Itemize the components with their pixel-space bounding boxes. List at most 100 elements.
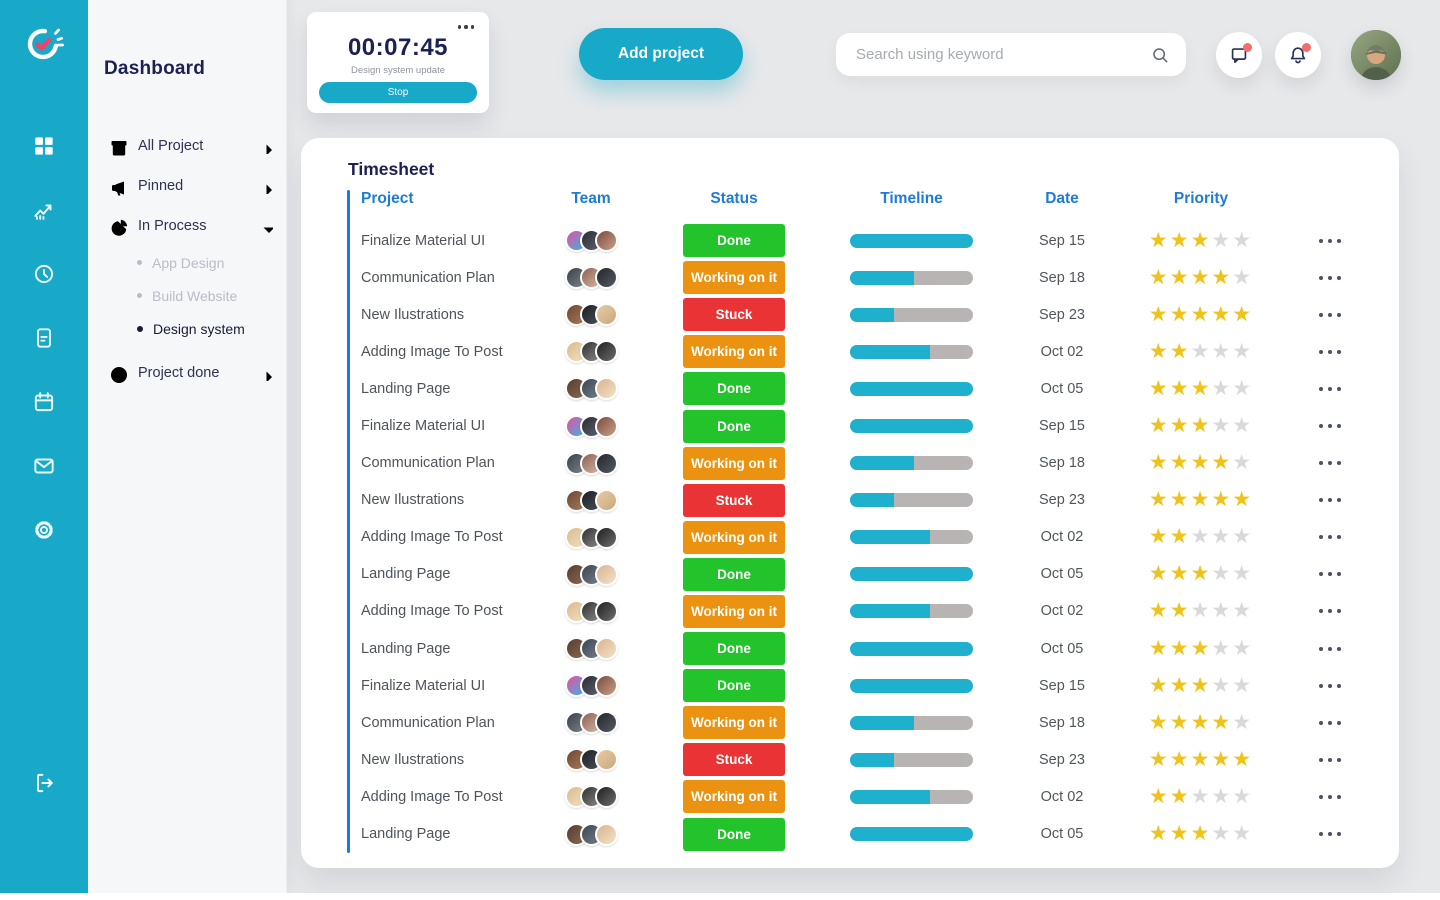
avatar xyxy=(594,822,618,846)
row-menu-button[interactable] xyxy=(1313,270,1347,286)
priority-rating[interactable]: ★★★★★ xyxy=(1149,451,1253,474)
sidebar-item-label: In Process xyxy=(138,218,207,234)
add-project-button[interactable]: Add project xyxy=(579,28,743,80)
star-icon: ★ xyxy=(1190,451,1212,475)
row-menu-button[interactable] xyxy=(1313,233,1347,249)
priority-rating[interactable]: ★★★★★ xyxy=(1149,377,1253,400)
sidebar-subitem-design-system[interactable]: Design system xyxy=(88,312,287,345)
priority-rating[interactable]: ★★★★★ xyxy=(1149,562,1253,585)
search-icon[interactable] xyxy=(1150,45,1170,65)
star-icon: ★ xyxy=(1211,376,1233,400)
sidebar-item-pinned[interactable]: viewBox="0 0 24 24" fill="none" stroke="… xyxy=(88,166,287,206)
status-badge[interactable]: Working on it xyxy=(683,594,785,628)
row-menu-button[interactable] xyxy=(1313,344,1347,360)
priority-rating[interactable]: ★★★★★ xyxy=(1149,674,1253,697)
priority-rating[interactable]: ★★★★★ xyxy=(1149,414,1253,437)
row-menu-button[interactable] xyxy=(1313,492,1347,508)
star-icon: ★ xyxy=(1190,784,1212,808)
sidebar-item-in-process[interactable]: viewBox="0 0 24 24" fill="none" stroke="… xyxy=(88,206,287,246)
sidebar-item-all-project[interactable]: viewBox="0 0 24 24" fill="none" stroke="… xyxy=(88,126,287,166)
priority-rating[interactable]: ★★★★★ xyxy=(1149,748,1253,771)
clock-icon[interactable] xyxy=(20,250,68,298)
timeline-progress-bar xyxy=(850,752,973,767)
notifications-button[interactable] xyxy=(1275,32,1321,78)
priority-rating[interactable]: ★★★★★ xyxy=(1149,340,1253,363)
status-badge[interactable]: Working on it xyxy=(683,335,785,369)
status-badge[interactable]: Working on it xyxy=(683,706,785,740)
date-value: Sep 18 xyxy=(1039,455,1085,472)
star-icon: ★ xyxy=(1211,451,1233,475)
status-badge[interactable]: Done xyxy=(683,372,785,406)
table-row: Landing Page Done Oct 05 ★★★★★ xyxy=(301,630,1399,667)
priority-rating[interactable]: ★★★★★ xyxy=(1149,822,1253,845)
sidebar-subitem-label: Design system xyxy=(153,320,245,337)
priority-rating[interactable]: ★★★★★ xyxy=(1149,711,1253,734)
timeline-progress-fill xyxy=(850,233,973,248)
status-badge[interactable]: Done xyxy=(683,632,785,666)
team-avatars xyxy=(539,822,643,846)
timer-menu-icon[interactable] xyxy=(455,22,478,32)
sidebar-item-project-done[interactable]: viewBox="0 0 24 24" fill="none" stroke="… xyxy=(88,353,287,393)
sidebar-subitem-build-website[interactable]: Build Website xyxy=(88,279,287,312)
project-name: New Ilustrations xyxy=(361,751,465,768)
row-menu-button[interactable] xyxy=(1313,789,1347,805)
star-icon: ★ xyxy=(1211,822,1233,846)
priority-rating[interactable]: ★★★★★ xyxy=(1149,637,1253,660)
analytics-icon[interactable] xyxy=(20,186,68,234)
status-badge[interactable]: Stuck xyxy=(683,298,785,332)
priority-rating[interactable]: ★★★★★ xyxy=(1149,229,1253,252)
row-menu-button[interactable] xyxy=(1313,529,1347,545)
row-menu-button[interactable] xyxy=(1313,566,1347,582)
row-menu-button[interactable] xyxy=(1313,418,1347,434)
row-menu-button[interactable] xyxy=(1313,826,1347,842)
status-badge[interactable]: Done xyxy=(683,557,785,591)
row-menu-button[interactable] xyxy=(1313,381,1347,397)
priority-rating[interactable]: ★★★★★ xyxy=(1149,303,1253,326)
star-icon: ★ xyxy=(1148,599,1170,623)
stop-button[interactable]: Stop xyxy=(319,82,477,103)
star-icon: ★ xyxy=(1232,747,1254,771)
table-row: Adding Image To Post Working on it Oct 02 ★… xyxy=(301,593,1399,630)
status-badge[interactable]: Stuck xyxy=(683,483,785,517)
sidebar-subitem-app-design[interactable]: App Design xyxy=(88,246,287,279)
priority-rating[interactable]: ★★★★★ xyxy=(1149,785,1253,808)
status-badge[interactable]: Stuck xyxy=(683,743,785,777)
priority-rating[interactable]: ★★★★★ xyxy=(1149,525,1253,548)
priority-rating[interactable]: ★★★★★ xyxy=(1149,488,1253,511)
status-badge[interactable]: Working on it xyxy=(683,446,785,480)
status-badge[interactable]: Working on it xyxy=(683,261,785,295)
status-badge[interactable]: Working on it xyxy=(683,520,785,554)
priority-rating[interactable]: ★★★★★ xyxy=(1149,266,1253,289)
logout-icon[interactable] xyxy=(20,759,68,807)
status-badge[interactable]: Done xyxy=(683,224,785,258)
status-badge[interactable]: Done xyxy=(683,409,785,443)
search-input[interactable] xyxy=(836,33,1150,76)
star-icon: ★ xyxy=(1169,599,1191,623)
grid-icon[interactable] xyxy=(20,122,68,170)
archive-box-icon: viewBox="0 0 24 24" fill="none" stroke="… xyxy=(111,141,127,156)
column-header-date: Date xyxy=(1045,190,1079,207)
project-name: Landing Page xyxy=(361,566,451,583)
settings-icon[interactable] xyxy=(20,506,68,554)
user-avatar[interactable] xyxy=(1351,30,1401,80)
row-menu-button[interactable] xyxy=(1313,752,1347,768)
messages-button[interactable] xyxy=(1216,32,1262,78)
star-icon: ★ xyxy=(1190,265,1212,289)
row-menu-button[interactable] xyxy=(1313,715,1347,731)
row-menu-button[interactable] xyxy=(1313,678,1347,694)
team-avatars xyxy=(539,599,643,623)
status-badge[interactable]: Done xyxy=(683,669,785,703)
document-icon[interactable] xyxy=(20,314,68,362)
page-title: Dashboard xyxy=(104,58,206,79)
row-menu-button[interactable] xyxy=(1313,307,1347,323)
row-menu-button[interactable] xyxy=(1313,641,1347,657)
timesheet-card: Timesheet Project Team Status Timeline D… xyxy=(301,138,1399,868)
row-menu-button[interactable] xyxy=(1313,603,1347,619)
date-value: Sep 23 xyxy=(1039,751,1085,768)
row-menu-button[interactable] xyxy=(1313,455,1347,471)
calendar-icon[interactable] xyxy=(20,378,68,426)
status-badge[interactable]: Working on it xyxy=(683,780,785,814)
status-badge[interactable]: Done xyxy=(683,817,785,851)
mail-icon[interactable] xyxy=(20,442,68,490)
priority-rating[interactable]: ★★★★★ xyxy=(1149,599,1253,622)
